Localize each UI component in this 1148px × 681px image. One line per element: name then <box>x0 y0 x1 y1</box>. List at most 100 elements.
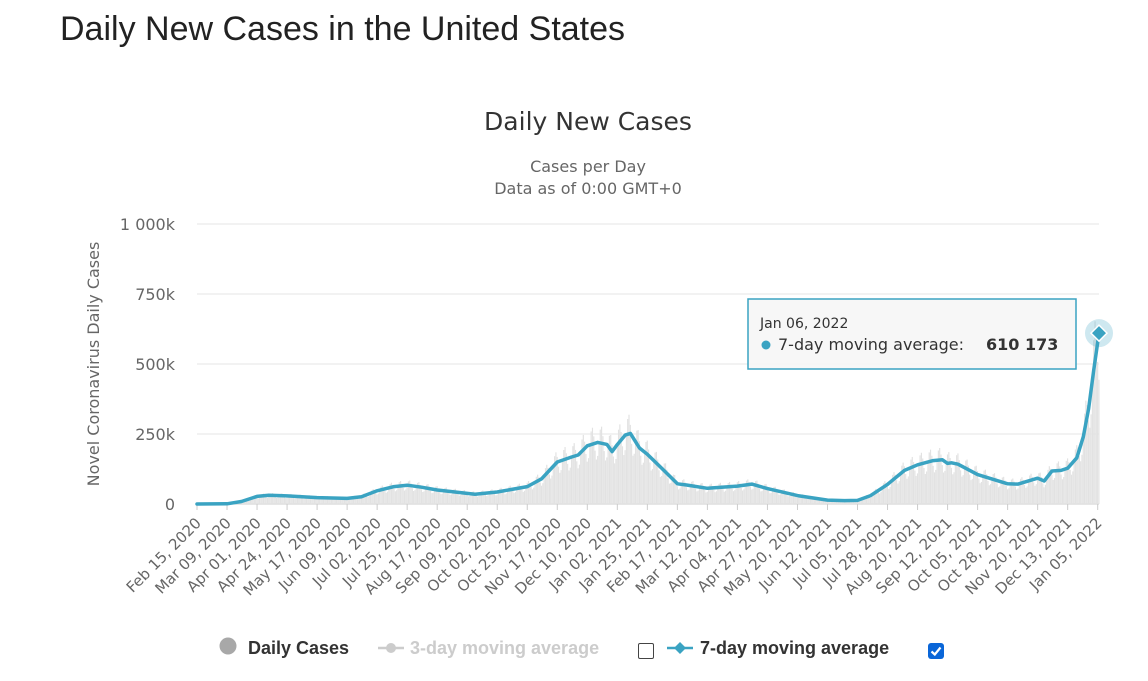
daily-case-bar <box>873 490 876 504</box>
daily-case-bar <box>711 485 714 504</box>
daily-case-bar <box>381 485 383 504</box>
daily-case-bar <box>351 497 353 504</box>
daily-case-bar <box>659 477 661 504</box>
daily-case-bar <box>948 452 950 504</box>
daily-case-bar <box>517 484 519 504</box>
daily-case-bar <box>328 497 330 504</box>
daily-case-bar <box>648 449 650 504</box>
daily-case-bar <box>350 499 352 504</box>
daily-case-bar <box>1077 447 1079 504</box>
daily-case-bar <box>299 494 301 504</box>
daily-case-bar <box>634 441 637 504</box>
daily-case-bar <box>529 482 531 504</box>
checkbox-3-day-moving-average[interactable] <box>638 643 654 659</box>
daily-case-bar <box>788 496 791 504</box>
daily-case-bar <box>704 489 706 504</box>
daily-case-bar <box>433 489 436 504</box>
legend-item-3-day-moving-average[interactable]: 3-day moving average <box>378 638 599 658</box>
daily-case-bar <box>601 426 603 504</box>
daily-case-bar <box>649 462 651 504</box>
daily-case-bar <box>959 470 962 504</box>
daily-case-bar <box>261 494 263 504</box>
daily-case-bar <box>388 487 390 504</box>
daily-case-bar <box>1085 400 1087 504</box>
daily-case-bar <box>449 494 451 504</box>
series-line-7-day-moving-average <box>195 331 1101 506</box>
daily-case-bar <box>324 497 326 504</box>
daily-case-bar <box>1053 478 1056 504</box>
daily-case-bar <box>604 460 607 504</box>
daily-case-bar <box>595 459 597 504</box>
daily-case-bar <box>651 469 654 504</box>
daily-case-bar <box>456 490 458 504</box>
daily-case-bar <box>728 481 731 504</box>
daily-case-bar <box>431 493 433 504</box>
daily-case-bar <box>863 497 865 504</box>
daily-case-bar <box>521 489 523 504</box>
daily-case-bar <box>700 483 702 504</box>
daily-case-bar <box>619 424 621 504</box>
daily-case-bar <box>1031 476 1033 504</box>
daily-case-bar <box>533 487 535 504</box>
legend-item-daily-cases[interactable]: Daily Cases <box>219 637 350 659</box>
daily-case-bar <box>1043 487 1045 504</box>
daily-case-bar <box>1080 461 1082 504</box>
daily-case-bar <box>781 491 783 504</box>
daily-case-bar <box>769 493 771 504</box>
daily-case-bar <box>277 497 279 504</box>
daily-case-bar <box>672 474 674 504</box>
daily-case-bar <box>984 469 986 504</box>
tooltip-box <box>747 298 1077 370</box>
daily-case-bar <box>590 431 592 504</box>
daily-case-bar <box>556 456 558 504</box>
daily-case-bar <box>902 462 904 504</box>
hover-point-marker[interactable] <box>1089 324 1109 343</box>
daily-case-bar <box>538 477 540 504</box>
daily-case-bar <box>950 467 953 504</box>
daily-case-bar <box>718 483 720 504</box>
daily-case-bar <box>1069 469 1071 504</box>
daily-case-bar <box>285 498 287 504</box>
daily-case-bar <box>444 488 446 504</box>
daily-case-bar <box>415 486 417 504</box>
daily-case-bar <box>859 499 861 504</box>
daily-case-bar <box>432 492 434 504</box>
daily-case-bar <box>1012 478 1014 504</box>
daily-case-bar <box>580 452 582 504</box>
daily-case-bar <box>962 475 964 504</box>
daily-case-bar <box>296 496 299 504</box>
daily-case-bar <box>933 472 936 504</box>
daily-case-bar <box>611 445 613 504</box>
daily-case-bar <box>640 455 642 504</box>
daily-case-bar <box>446 489 449 504</box>
daily-case-bar <box>249 499 252 504</box>
daily-case-bar <box>650 470 652 504</box>
daily-case-bar <box>309 496 312 504</box>
daily-case-bar <box>727 482 729 504</box>
daily-case-bar <box>1026 486 1028 504</box>
daily-case-bar <box>888 488 890 504</box>
daily-case-bar <box>944 470 946 504</box>
daily-case-bar <box>1016 489 1018 504</box>
daily-case-bar <box>1060 474 1062 504</box>
daily-case-bar <box>971 478 973 504</box>
daily-case-bar <box>807 498 809 504</box>
daily-case-bar <box>1078 456 1080 504</box>
daily-case-bar <box>1023 484 1026 504</box>
daily-case-bar <box>270 493 272 504</box>
daily-case-bar <box>522 491 524 504</box>
daily-case-bar <box>993 473 996 504</box>
daily-case-bar <box>1076 445 1078 504</box>
daily-case-bar <box>461 492 463 504</box>
daily-case-bar <box>367 496 369 504</box>
daily-case-bar <box>670 483 672 504</box>
checkbox-7-day-moving-average[interactable] <box>928 643 944 659</box>
daily-case-bar <box>1022 479 1024 504</box>
daily-case-bar <box>495 495 497 504</box>
daily-case-bar <box>251 498 253 504</box>
legend-item-7-day-moving-average[interactable]: 7-day moving average <box>667 638 889 658</box>
daily-case-bar <box>621 446 624 504</box>
daily-case-bar <box>386 491 389 504</box>
daily-case-bar <box>886 486 889 504</box>
daily-case-bar <box>321 499 323 504</box>
